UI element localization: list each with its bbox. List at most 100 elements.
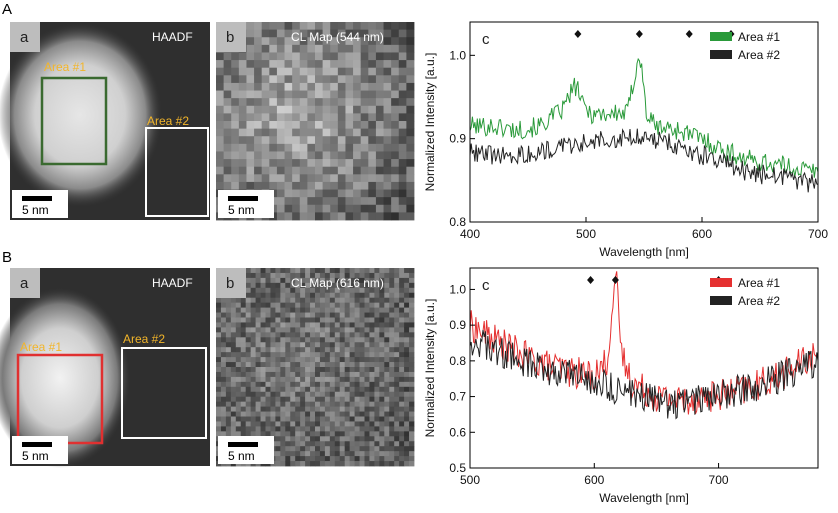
cl-map-pixel <box>384 451 390 457</box>
cl-map-pixel <box>399 461 405 467</box>
cl-map-pixel <box>360 22 369 31</box>
cl-map-pixel <box>389 426 395 432</box>
area2-box <box>145 127 209 217</box>
cl-map-pixel <box>276 29 285 38</box>
cl-map-pixel <box>389 347 395 353</box>
cl-map-pixel <box>394 391 400 398</box>
cl-map-pixel <box>334 461 341 467</box>
cl-map-pixel <box>409 406 415 412</box>
cl-map-pixel <box>374 446 380 452</box>
cl-map-pixel <box>394 342 400 348</box>
cl-map-pixel <box>379 426 385 432</box>
cl-map-pixel <box>315 391 321 398</box>
cl-map-pixel <box>235 342 242 348</box>
cl-map-pixel <box>322 75 331 84</box>
cl-map-pixel <box>216 297 222 304</box>
cl-map-pixel <box>280 352 286 358</box>
cl-map-pixel <box>280 322 286 328</box>
cl-map-pixel <box>315 44 324 53</box>
cl-map-pixel <box>406 204 415 213</box>
cl-map-pixel <box>310 367 316 373</box>
cl-map-pixel <box>322 212 331 221</box>
cl-map-pixel <box>354 332 360 338</box>
cl-map-pixel <box>231 75 240 84</box>
cl-map-pixel <box>329 268 336 274</box>
cl-map-pixel <box>368 60 377 69</box>
cl-map-pixel <box>300 287 306 294</box>
cl-map-pixel <box>315 371 321 378</box>
cl-map-pixel <box>389 268 395 274</box>
cl-map-pixel <box>375 105 384 114</box>
cl-map-pixel <box>295 461 301 467</box>
haadf-title: HAADF <box>152 276 193 290</box>
cl-map-pixel <box>391 121 400 130</box>
cl-map-pixel <box>345 44 354 53</box>
cl-map-pixel <box>368 136 377 145</box>
cl-map-pixel <box>406 37 415 46</box>
cl-map-pixel <box>374 436 380 442</box>
cl-map-pixel <box>276 166 285 175</box>
cl-map-pixel <box>250 307 256 313</box>
cl-map-pixel <box>368 181 377 190</box>
cl-map-pixel <box>315 456 321 462</box>
cl-map-pixel <box>354 362 360 368</box>
cl-map-pixel <box>330 75 339 84</box>
cl-map-pixel <box>254 174 263 183</box>
cl-map-pixel <box>275 371 281 378</box>
cl-map-pixel <box>250 327 256 333</box>
cl-map-pixel <box>245 302 252 308</box>
cl-map-pixel <box>223 113 232 122</box>
cl-map-pixel <box>399 302 405 308</box>
cl-map-pixel <box>310 312 316 318</box>
cl-map-pixel <box>275 396 281 403</box>
cl-map-pixel <box>230 401 237 407</box>
cl-map-pixel <box>409 347 415 353</box>
cl-map-pixel <box>315 75 324 84</box>
cl-map-pixel <box>216 406 222 412</box>
cl-map-pixel <box>329 421 336 427</box>
cl-map-pixel <box>334 421 341 427</box>
cl-map-pixel <box>353 22 362 31</box>
cl-map-pixel <box>240 342 247 348</box>
cl-map-pixel <box>315 67 324 76</box>
cl-map-pixel <box>254 128 263 137</box>
cl-map-pixel <box>260 277 266 284</box>
cl-map-pixel <box>305 317 311 323</box>
cl-map-pixel <box>230 362 237 368</box>
cl-map-pixel <box>285 446 291 452</box>
cl-map-pixel <box>409 362 415 368</box>
cl-map-pixel <box>389 416 395 422</box>
cl-map-pixel <box>409 376 415 383</box>
cl-map-pixel <box>245 347 252 353</box>
cl-map-pixel <box>374 342 380 348</box>
cl-map-pixel <box>295 441 301 447</box>
cl-map-pixel <box>375 136 384 145</box>
cl-map-pixel <box>368 82 377 91</box>
cl-map-pixel <box>398 90 407 99</box>
cl-map-pixel <box>254 181 263 190</box>
cl-map-pixel <box>324 406 331 412</box>
cl-map-pixel <box>353 44 362 53</box>
cl-map-pixel <box>369 332 375 338</box>
cl-map-pixel <box>334 416 341 422</box>
cl-map-pixel <box>334 332 341 338</box>
cl-map-pixel <box>322 22 331 31</box>
cl-map-pixel <box>369 317 375 323</box>
cl-map-pixel <box>254 105 263 114</box>
cl-map-pixel <box>225 347 232 353</box>
cl-map-pixel <box>240 332 247 338</box>
cl-map-pixel <box>319 386 326 393</box>
cl-map-pixel <box>322 105 331 114</box>
cl-map-pixel <box>339 386 346 393</box>
cl-map-pixel <box>399 292 405 299</box>
cl-map-pixel <box>394 362 400 368</box>
cl-map-pixel <box>290 376 296 383</box>
cl-map-pixel <box>399 317 405 323</box>
cl-map-pixel <box>369 277 375 284</box>
cl-map-pixel <box>235 426 242 432</box>
cl-map-pixel <box>399 436 405 442</box>
cl-map-pixel <box>389 386 395 393</box>
cl-map-pixel <box>322 174 331 183</box>
cl-map-pixel <box>334 282 341 289</box>
cl-map-pixel <box>284 82 293 91</box>
